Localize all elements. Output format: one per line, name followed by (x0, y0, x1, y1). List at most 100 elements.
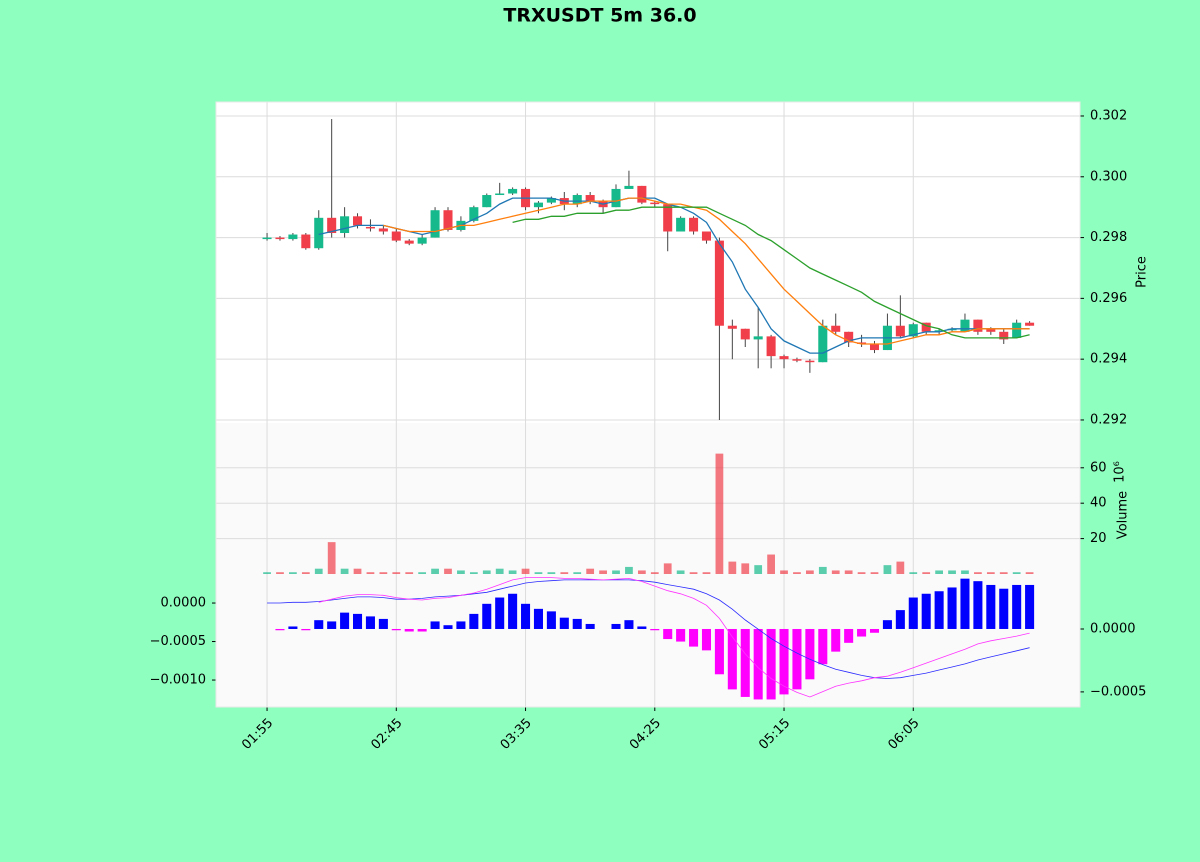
volume-bar (857, 572, 866, 574)
candle-body (443, 210, 453, 230)
macd-histogram-bar (689, 628, 699, 647)
macd-histogram-bar (572, 618, 582, 629)
macd-histogram-bar (521, 603, 531, 629)
volume-bar (508, 570, 517, 574)
volume-bar (715, 453, 724, 574)
candle-body (805, 360, 815, 363)
macd-histogram-bar (701, 628, 712, 651)
candle-body (365, 226, 375, 229)
volume-bar (301, 572, 310, 574)
volume-bar (689, 572, 698, 574)
volume-bar (986, 572, 995, 574)
macd-histogram-bar (546, 611, 556, 629)
volume-bar (793, 572, 801, 574)
volume-bar (625, 566, 633, 574)
macd-histogram-bar (947, 587, 957, 629)
macd-histogram-bar (585, 623, 595, 629)
volume-bar (379, 572, 388, 574)
macd-histogram-bar (637, 626, 647, 629)
candle-body (921, 322, 931, 332)
candle-body (792, 359, 802, 361)
y-tick-label: −0.0010 (150, 673, 206, 688)
moving-average-line (512, 206, 1030, 339)
volume-bar (844, 570, 853, 574)
macd-histogram-bar (934, 591, 944, 629)
macd-histogram-bar (352, 613, 363, 629)
candle-body (391, 231, 401, 241)
volume-bar (573, 572, 582, 574)
candle-body (960, 319, 970, 332)
candle-body (714, 240, 724, 326)
candle-body (546, 198, 556, 203)
candle-body (301, 234, 311, 249)
candle-body (663, 204, 673, 232)
volume-bar (521, 568, 530, 574)
candle-body (637, 185, 647, 203)
volume-bar (431, 568, 439, 574)
macd-histogram-bar (766, 628, 776, 700)
macd-histogram-bar (391, 628, 401, 631)
y-tick-label: 0.302 (1090, 108, 1127, 123)
volume-unit-label: 10⁶ (1113, 461, 1128, 483)
candle-body (572, 195, 582, 205)
candle-body (934, 330, 944, 332)
volume-bar (340, 568, 349, 574)
macd-histogram-bar (417, 628, 427, 632)
macd-histogram-bar (288, 626, 298, 629)
volume-bar (327, 542, 336, 574)
moving-average-line (383, 197, 1030, 345)
volume-bar (495, 568, 504, 574)
volume-bar (702, 572, 711, 574)
price-axis-label: Price (1135, 256, 1150, 288)
macd-histogram-bar (882, 620, 892, 629)
candle-body (624, 185, 634, 189)
candle-body (676, 217, 686, 232)
volume-bar (741, 563, 750, 574)
candle-body (611, 188, 621, 208)
volume-bar (922, 572, 931, 574)
volume-axis-label: Volume (1116, 491, 1131, 539)
candle-body (986, 328, 996, 332)
y-tick-label: −0.0005 (150, 634, 206, 649)
candle-body (469, 207, 479, 221)
lower-panels (216, 423, 1080, 707)
macd-histogram-bar (559, 617, 569, 629)
volume-bar (676, 570, 685, 574)
candle-body (430, 210, 440, 238)
candle-body (857, 342, 867, 344)
volume-bar (289, 572, 297, 574)
volume-bar (999, 572, 1008, 574)
y-tick-label: 60 (1090, 460, 1107, 475)
volume-bar (896, 561, 905, 574)
y-tick-label: 0.292 (1090, 412, 1127, 427)
volume-bar (883, 565, 892, 574)
macd-histogram-bar (960, 578, 970, 629)
y-tick-label: 0.296 (1090, 291, 1127, 306)
volume-bar (948, 570, 956, 574)
candle-body (689, 217, 699, 232)
candle-body (947, 328, 957, 331)
macd-histogram-bar (805, 628, 815, 680)
candle-body (650, 202, 660, 205)
volume-bar (637, 570, 646, 574)
volume-bar (276, 572, 284, 574)
volume-bar (806, 570, 814, 574)
candle-body (844, 331, 854, 343)
macd-histogram-bar (740, 628, 750, 697)
y-tick-label: 0.0000 (1090, 621, 1136, 636)
volume-bar (560, 572, 569, 574)
macd-histogram-bar (327, 621, 337, 629)
macd-histogram-bar (727, 628, 737, 690)
macd-histogram-bar (275, 628, 285, 631)
macd-histogram-bar (650, 628, 660, 631)
candle-body (1025, 322, 1035, 326)
x-tick-label: 03:35 (498, 716, 535, 753)
y-tick-label: −0.0005 (1090, 684, 1146, 699)
volume-bar (482, 570, 491, 574)
macd-histogram-bar (818, 628, 828, 665)
volume-bar (366, 572, 375, 574)
macd-histogram-bar (1025, 584, 1035, 629)
candle-body (753, 336, 763, 340)
candle-body (727, 325, 737, 329)
